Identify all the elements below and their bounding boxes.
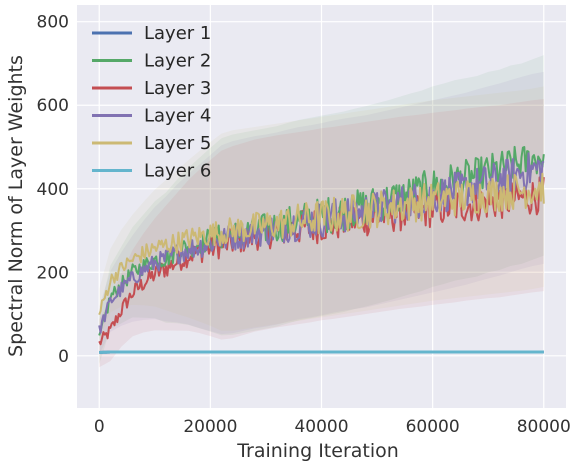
y-axis-title: Spectral Norm of Layer Weights [5, 55, 27, 357]
y-tick-label: 800 [37, 13, 69, 33]
legend-label: Layer 4 [144, 106, 211, 127]
x-tick-label: 20000 [183, 417, 237, 437]
line-layer-3 [98, 176, 545, 346]
y-tick-label: 200 [37, 263, 69, 283]
legend-label: Layer 1 [144, 23, 211, 44]
series-lines [98, 145, 545, 354]
x-axis-title: Training Iteration [236, 440, 399, 462]
legend: Layer 1 Layer 2 Layer 3 Layer 4 Layer 5 Layer… [92, 23, 211, 182]
line-layer-4 [98, 152, 545, 334]
x-tick-label: 60000 [406, 417, 460, 437]
y-tick-label: 600 [37, 96, 69, 116]
tick-labels: 0 200 400 600 800 0 20000 40000 60000 80000 [37, 13, 571, 437]
grid [77, 5, 566, 408]
legend-label: Layer 3 [144, 78, 211, 99]
x-tick-label: 40000 [294, 417, 348, 437]
x-tick-label: 0 [94, 417, 105, 437]
line-layer-5 [98, 172, 545, 316]
line-layer-6 [99, 350, 544, 354]
y-tick-label: 0 [58, 347, 69, 367]
legend-label: Layer 5 [144, 133, 211, 154]
x-tick-label: 80000 [517, 417, 571, 437]
legend-label: Layer 6 [144, 161, 211, 182]
legend-label: Layer 2 [144, 51, 211, 72]
y-tick-label: 400 [37, 180, 69, 200]
